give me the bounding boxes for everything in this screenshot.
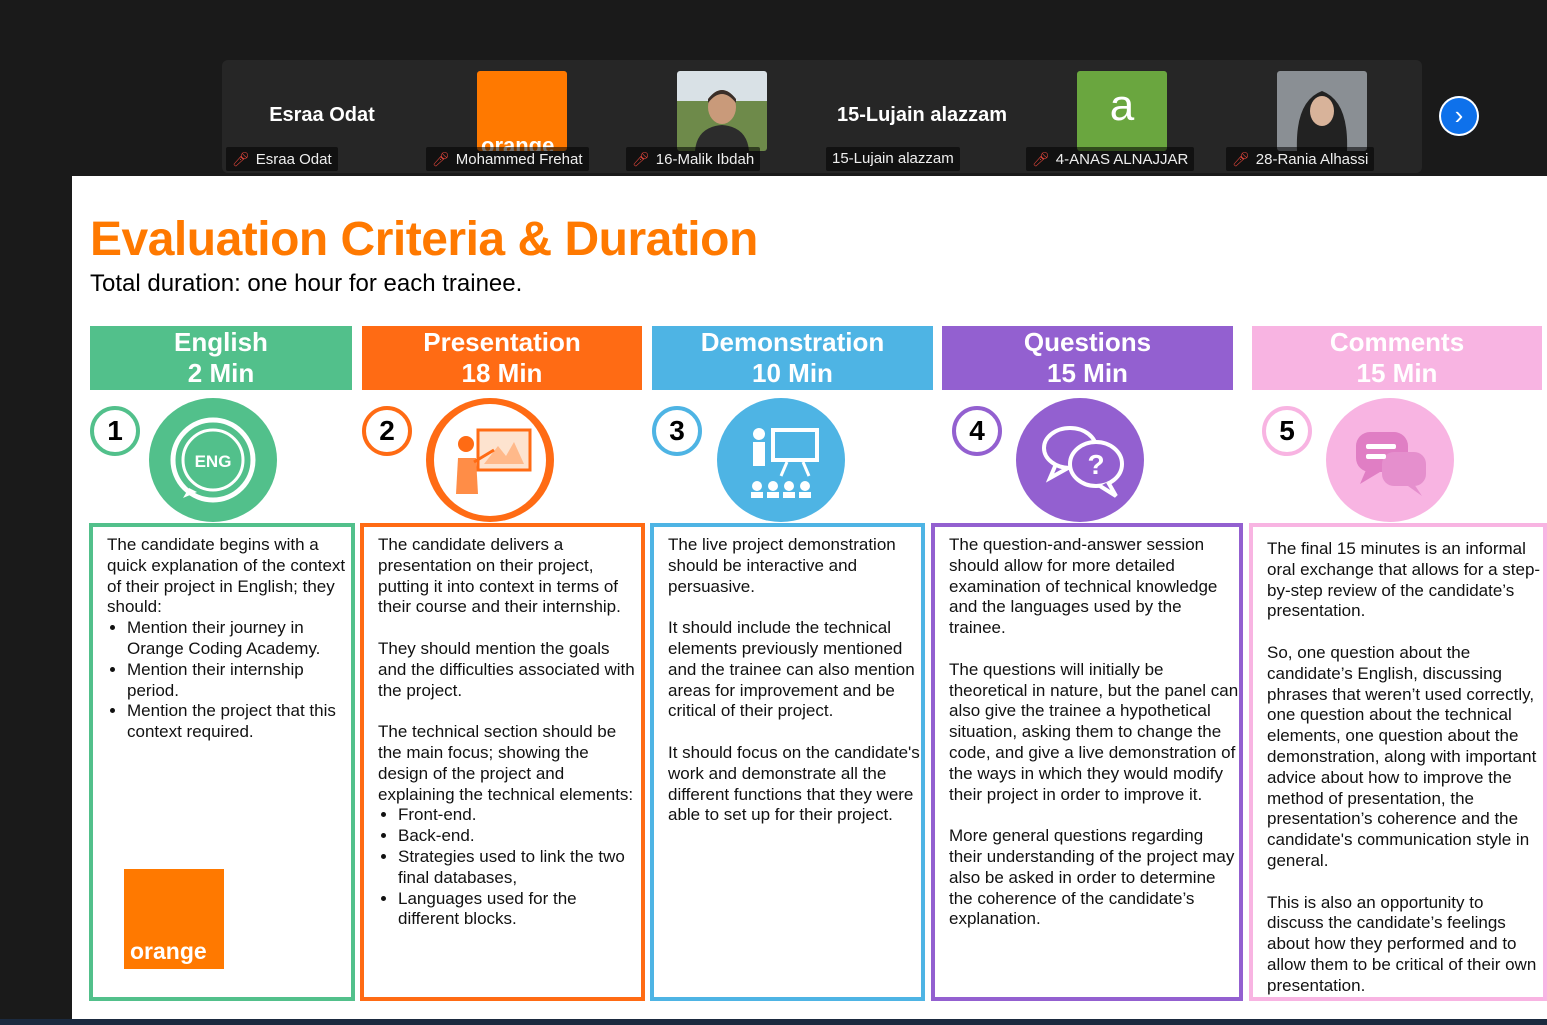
list-item: Mention their internship period.: [127, 660, 351, 702]
step-number: 1: [90, 406, 140, 456]
description-paragraph: More general questions regarding their u…: [949, 826, 1235, 929]
icon-circle: ENG: [149, 398, 277, 522]
description-paragraph: The candidate begins with a quick explan…: [107, 535, 346, 617]
participant-name: 16-Malik Ibdah: [655, 151, 755, 168]
participant-name: 4-ANAS ALNAJJAR: [1055, 151, 1189, 168]
description-paragraph: It should focus on the candidate's work …: [668, 742, 920, 825]
column-duration: 15 Min: [1047, 358, 1128, 388]
participant-tile[interactable]: Esraa Odat 🎤︎ Esraa Odat: [222, 60, 422, 173]
participant-name: 28-Rania Alhassi: [1255, 151, 1369, 168]
column-duration: 2 Min: [187, 358, 255, 388]
step-number: 5: [1262, 406, 1312, 456]
icon-circle: ?: [1016, 398, 1144, 522]
mic-muted-icon: 🎤︎: [632, 151, 650, 167]
description-bullet-list: Front-end.Back-end.Strategies used to li…: [378, 805, 641, 930]
column-heading: Questions: [1023, 327, 1152, 357]
criteria-description-box: The candidate begins with a quick explan…: [89, 523, 355, 1001]
slide-subtitle: Total duration: one hour for each traine…: [90, 270, 523, 297]
column-header: Presentation 18 Min: [362, 326, 642, 390]
participant-tile[interactable]: 15-Lujain alazzam 15-Lujain alazzam: [822, 60, 1022, 173]
description-paragraph: The question-and-answer session should a…: [949, 535, 1218, 638]
step-number: 3: [652, 406, 702, 456]
list-item: Mention their journey in Orange Coding A…: [127, 618, 351, 660]
slide-title: Evaluation Criteria & Duration: [90, 213, 758, 266]
column-header: Demonstration 10 Min: [652, 326, 933, 390]
participant-nameplate: 🎤︎ 4-ANAS ALNAJJAR: [1026, 147, 1195, 171]
participant-name: Mohammed Frehat: [455, 151, 583, 168]
icon-circle: [717, 398, 845, 522]
shared-slide: Evaluation Criteria & Duration Total dur…: [72, 176, 1547, 1019]
participant-nameplate: 🎤︎ Mohammed Frehat: [426, 147, 589, 171]
participant-display-name: 15-Lujain alazzam: [836, 104, 1008, 126]
participant-photo: [1277, 71, 1367, 151]
svg-text:?: ?: [1087, 449, 1104, 480]
column-heading: Demonstration: [700, 327, 885, 357]
column-heading: Presentation: [423, 327, 581, 357]
orange-logo-thumbnail: orange: [477, 71, 567, 151]
participant-display-name: Esraa Odat: [269, 104, 375, 126]
description-paragraph: The final 15 minutes is an informal oral…: [1267, 539, 1541, 621]
participant-strip: Esraa Odat 🎤︎ Esraa Odat orange 🎤︎ Mohamme…: [222, 60, 1422, 173]
avatar: a: [1077, 71, 1167, 151]
participant-tile[interactable]: 🎤︎ 28-Rania Alhassi: [1222, 60, 1422, 173]
participant-nameplate: 15-Lujain alazzam: [826, 147, 960, 171]
criteria-description-box: The candidate delivers a presentation on…: [360, 523, 645, 1001]
next-page-button[interactable]: ›: [1439, 96, 1479, 136]
description-bullet-list: Mention their journey in Orange Coding A…: [107, 618, 351, 743]
description-paragraph: This is also an opportunity to discuss t…: [1267, 892, 1537, 995]
step-number: 4: [952, 406, 1002, 456]
criteria-description-box: The question-and-answer session should a…: [931, 523, 1243, 1001]
description-paragraph: So, one question about the candidate’s E…: [1267, 642, 1537, 870]
icon-circle: [426, 398, 554, 522]
list-item: Languages used for the different blocks.: [398, 889, 641, 931]
criteria-description-box: The final 15 minutes is an informal oral…: [1249, 523, 1547, 1001]
participant-tile[interactable]: 🎤︎ 16-Malik Ibdah: [622, 60, 822, 173]
criteria-description-box: The live project demonstration should be…: [650, 523, 925, 1001]
orange-logo: orange: [124, 869, 224, 969]
list-item: Strategies used to link the two final da…: [398, 847, 641, 889]
column-duration: 15 Min: [1356, 358, 1438, 388]
mic-muted-icon: 🎤︎: [1232, 151, 1250, 167]
participant-tile[interactable]: orange 🎤︎ Mohammed Frehat: [422, 60, 622, 173]
svg-text:ENG: ENG: [195, 452, 232, 471]
participant-name: Esraa Odat: [255, 151, 332, 168]
participant-nameplate: 🎤︎ 28-Rania Alhassi: [1226, 147, 1375, 171]
column-header: English 2 Min: [90, 326, 352, 390]
taskbar: [0, 1019, 1547, 1025]
participant-tile[interactable]: a 🎤︎ 4-ANAS ALNAJJAR: [1022, 60, 1222, 173]
chevron-right-icon: ›: [1454, 100, 1464, 130]
column-heading: English: [174, 327, 268, 357]
description-paragraph: The technical section should be the main…: [378, 722, 634, 804]
column-header: Comments 15 Min: [1252, 326, 1542, 390]
description-paragraph: It should include the technical elements…: [668, 618, 915, 721]
mic-muted-icon: 🎤︎: [432, 151, 450, 167]
description-paragraph: They should mention the goals and the di…: [378, 638, 635, 700]
participant-nameplate: 🎤︎ 16-Malik Ibdah: [626, 147, 761, 171]
list-item: Front-end.: [398, 805, 641, 826]
column-header: Questions 15 Min: [942, 326, 1233, 390]
participant-nameplate: 🎤︎ Esraa Odat: [226, 147, 338, 171]
description-paragraph: The candidate delivers a presentation on…: [378, 535, 621, 617]
list-item: Mention the project that this context re…: [127, 701, 351, 743]
description-paragraph: The questions will initially be theoreti…: [949, 659, 1239, 804]
participant-name: 15-Lujain alazzam: [832, 150, 954, 167]
participant-photo: [677, 71, 767, 151]
icon-circle: [1326, 398, 1454, 522]
column-heading: Comments: [1329, 327, 1465, 357]
description-paragraph: The live project demonstration should be…: [668, 535, 896, 596]
mic-muted-icon: 🎤︎: [232, 151, 250, 167]
column-duration: 10 Min: [752, 358, 833, 388]
step-number: 2: [362, 406, 412, 456]
mic-muted-icon: 🎤︎: [1032, 151, 1050, 167]
column-duration: 18 Min: [461, 358, 543, 388]
list-item: Back-end.: [398, 826, 641, 847]
